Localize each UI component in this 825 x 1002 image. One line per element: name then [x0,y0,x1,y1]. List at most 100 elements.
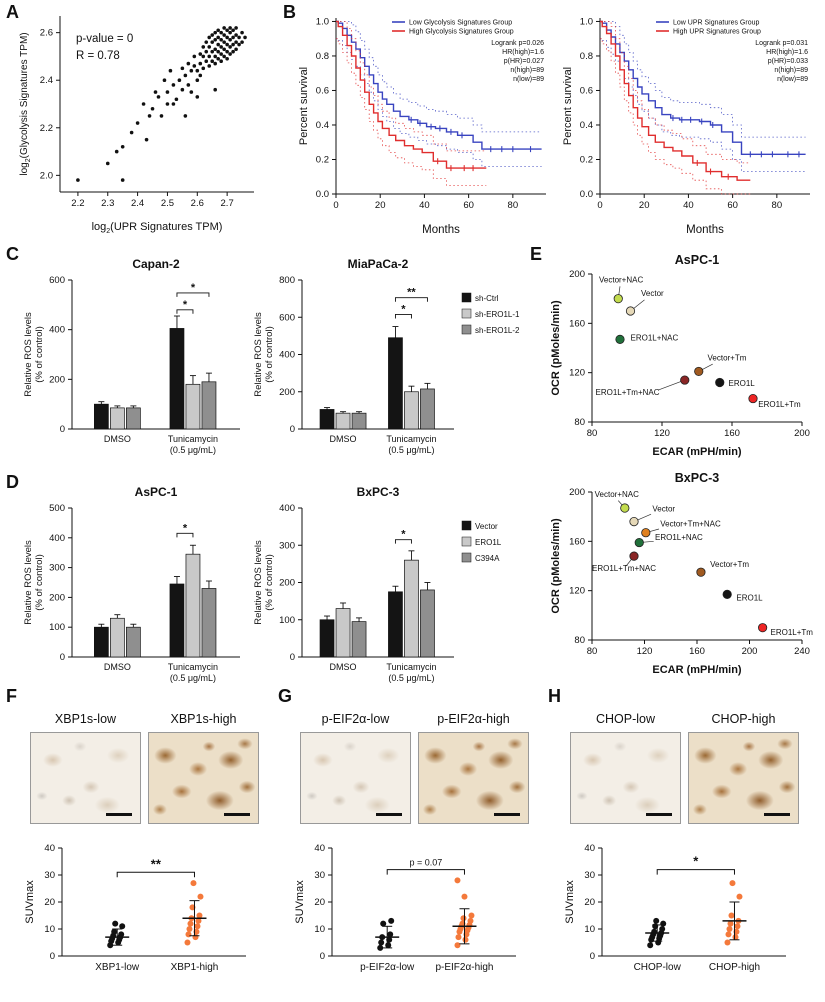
svg-text:0.4: 0.4 [316,120,329,131]
panel-G: p-EIF2α-low p-EIF2α-high 0 10 20 30 40 p-EIF2… [290,712,542,993]
svg-text:0: 0 [590,951,595,962]
svg-text:0: 0 [333,200,338,211]
panelG-suvmax-dotplot: 0 10 20 30 40 p-EIF2α-low p-EIF2α-high p = 0.07… [290,840,542,993]
panelE-scatter-bxpc3: 80 120 160 200 240 80 120 160 200 BxPC-3 Vector+NA… [548,470,818,680]
ihc-figure-peif2a-low: p-EIF2α-low [300,712,411,824]
panelE-scatter-aspc1: 80 120 160 200 80 120 160 200 AsPC-1 Vector+NAC Ve… [548,252,818,462]
chart-svg: 0 100 200 300 400 500 DMSO Tunicamycin(0.5 μg/m… [23,485,240,683]
svg-text:Capan-2: Capan-2 [132,257,180,271]
svg-text:ERO1L+NAC: ERO1L+NAC [631,334,679,343]
svg-text:500: 500 [49,503,65,514]
svg-text:0: 0 [60,652,65,663]
svg-text:0: 0 [320,951,325,962]
svg-text:AsPC-1: AsPC-1 [675,253,720,267]
svg-text:(% of control): (% of control) [34,326,45,383]
svg-text:ERO1L+Tm: ERO1L+Tm [758,400,801,409]
svg-text:(% of control): (% of control) [264,554,275,611]
svg-text:1.0: 1.0 [580,16,593,27]
scale-bar [376,813,402,816]
svg-text:Low Glycolysis Signatures Grou: Low Glycolysis Signatures Group [409,20,512,27]
svg-text:n(high)=89: n(high)=89 [774,67,808,74]
ihc-image-chop-high [688,732,799,824]
svg-text:800: 800 [279,275,295,286]
svg-text:2.0: 2.0 [40,170,53,181]
scale-bar [224,813,250,816]
svg-text:Tunicamycin: Tunicamycin [168,434,218,444]
svg-text:40: 40 [44,843,55,854]
svg-text:Vector: Vector [475,522,498,531]
svg-text:400: 400 [49,325,65,336]
svg-text:R = 0.78: R = 0.78 [76,50,120,62]
svg-text:300: 300 [49,563,65,574]
chart-svg: 0 10 20 30 40 p-EIF2α-low p-EIF2α-high p = 0.07… [294,843,516,973]
svg-text:BxPC-3: BxPC-3 [357,485,400,499]
svg-text:Vector: Vector [652,505,675,514]
panel-F: XBP1s-low XBP1s-high 0 10 20 30 40 XBP1-low XB… [20,712,272,993]
svg-text:400: 400 [279,503,295,514]
svg-text:(0.5 μg/mL): (0.5 μg/mL) [388,673,434,683]
svg-text:2.6: 2.6 [40,28,53,39]
svg-text:80: 80 [587,428,598,439]
svg-text:80: 80 [772,200,783,211]
svg-text:Months: Months [422,224,460,236]
svg-text:0: 0 [290,424,295,435]
svg-text:C394A: C394A [475,554,500,563]
svg-text:40: 40 [419,200,430,211]
ihc-figure-xbp1s-low: XBP1s-low [30,712,141,824]
svg-text:Percent survival: Percent survival [298,67,310,145]
svg-text:Tunicamycin: Tunicamycin [386,434,436,444]
svg-text:0.0: 0.0 [316,189,329,200]
svg-text:2.5: 2.5 [161,198,174,209]
svg-text:200: 200 [569,487,585,498]
chart-svg: 0 10 20 30 40 CHOP-low CHOP-high * SUVmax [564,843,786,973]
svg-text:0.4: 0.4 [580,120,593,131]
svg-text:CHOP-high: CHOP-high [709,962,760,973]
svg-text:Low UPR Signatures Group: Low UPR Signatures Group [673,20,759,27]
svg-text:n(low)=89: n(low)=89 [513,76,544,83]
panelB-km-glycolysis: 0 20 40 60 80 0.0 0.2 0.4 0.6 0.8 1.0 Low Glycolysi… [296,6,554,238]
svg-text:2.4: 2.4 [131,198,144,209]
chart-svg: 80 120 160 200 240 80 120 160 200 BxPC-3 Vector+NA… [550,471,814,676]
svg-text:**: ** [407,287,416,299]
panel-letter-c: C [6,244,19,264]
svg-text:SUVmax: SUVmax [564,880,576,924]
svg-text:120: 120 [569,368,585,379]
svg-text:0: 0 [597,200,602,211]
scale-bar [646,813,672,816]
svg-text:HR(high)=1.6: HR(high)=1.6 [766,49,808,56]
svg-text:200: 200 [742,646,758,657]
svg-text:160: 160 [569,318,585,329]
svg-text:XBP1-low: XBP1-low [95,962,140,973]
svg-text:High Glycolysis Signatures Gro: High Glycolysis Signatures Group [409,29,514,36]
panelD-bar-bxpc3: 0 100 200 300 400 DMSO Tunicamycin (0.5 μg/mL) *… [252,482,524,697]
svg-text:40: 40 [314,843,325,854]
svg-text:ERO1L+Tm: ERO1L+Tm [771,628,814,637]
svg-text:80: 80 [508,200,519,211]
svg-text:600: 600 [279,312,295,323]
svg-text:0: 0 [290,652,295,663]
ihc-label: p-EIF2α-high [437,712,510,726]
svg-text:Logrank p=0.031: Logrank p=0.031 [755,40,808,47]
svg-text:High UPR Signatures Group: High UPR Signatures Group [673,29,761,36]
ihc-image-peif2a-low [300,732,411,824]
panelH-suvmax-dotplot: 0 10 20 30 40 CHOP-low CHOP-high * SUVmax [560,840,812,993]
svg-text:Percent survival: Percent survival [562,67,574,145]
ihc-label: CHOP-high [711,712,776,726]
chart-svg: 2.2 2.3 2.4 2.5 2.6 2.7 2.0 2.2 2.4 2.6 p-value = … [19,16,254,235]
svg-text:ERO1L: ERO1L [729,379,756,388]
svg-text:n(high)=89: n(high)=89 [510,67,544,74]
svg-text:0.8: 0.8 [580,51,593,62]
chart-svg: 0 20 40 60 80 0.0 0.2 0.4 0.6 0.8 1.0 Low UPR Signa… [562,16,810,236]
svg-text:20: 20 [375,200,386,211]
svg-text:10: 10 [314,924,325,935]
svg-text:p = 0.07: p = 0.07 [409,858,442,868]
svg-text:200: 200 [49,374,65,385]
panelD-bar-aspc1: 0 100 200 300 400 500 DMSO Tunicamycin (0.5 μg/m… [22,482,250,697]
svg-text:XBP1-high: XBP1-high [171,962,219,973]
svg-text:DMSO: DMSO [330,662,357,672]
svg-text:ERO1L+NAC: ERO1L+NAC [655,533,703,542]
svg-text:2.6: 2.6 [191,198,204,209]
svg-text:DMSO: DMSO [104,434,131,444]
ihc-figure-xbp1s-high: XBP1s-high [148,712,259,824]
